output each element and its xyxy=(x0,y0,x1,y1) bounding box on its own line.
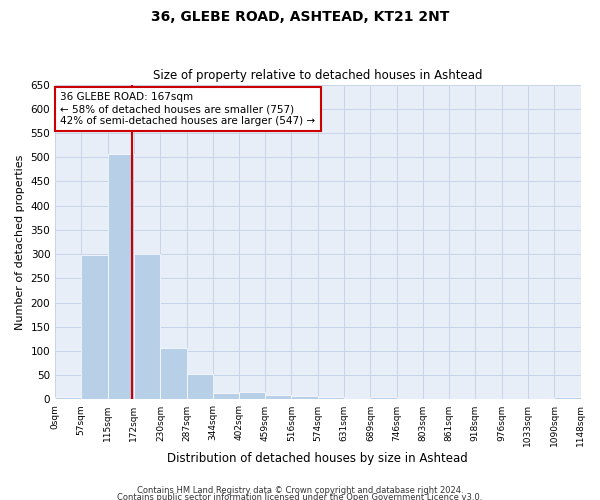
Bar xyxy=(318,397,344,400)
X-axis label: Distribution of detached houses by size in Ashtead: Distribution of detached houses by size … xyxy=(167,452,468,465)
Bar xyxy=(265,394,291,400)
Text: 36, GLEBE ROAD, ASHTEAD, KT21 2NT: 36, GLEBE ROAD, ASHTEAD, KT21 2NT xyxy=(151,10,449,24)
Bar xyxy=(291,396,318,400)
Title: Size of property relative to detached houses in Ashtead: Size of property relative to detached ho… xyxy=(153,69,482,82)
Bar xyxy=(239,392,265,400)
Bar xyxy=(212,392,239,400)
Bar xyxy=(134,254,160,400)
Y-axis label: Number of detached properties: Number of detached properties xyxy=(15,154,25,330)
Bar xyxy=(81,255,108,400)
Bar xyxy=(370,397,397,400)
Text: Contains public sector information licensed under the Open Government Licence v3: Contains public sector information licen… xyxy=(118,494,482,500)
Bar xyxy=(55,397,81,400)
Bar xyxy=(187,374,212,400)
Bar xyxy=(160,348,187,400)
Bar xyxy=(108,154,134,400)
Text: 36 GLEBE ROAD: 167sqm
← 58% of detached houses are smaller (757)
42% of semi-det: 36 GLEBE ROAD: 167sqm ← 58% of detached … xyxy=(61,92,316,126)
Bar xyxy=(554,397,581,400)
Text: Contains HM Land Registry data © Crown copyright and database right 2024.: Contains HM Land Registry data © Crown c… xyxy=(137,486,463,495)
